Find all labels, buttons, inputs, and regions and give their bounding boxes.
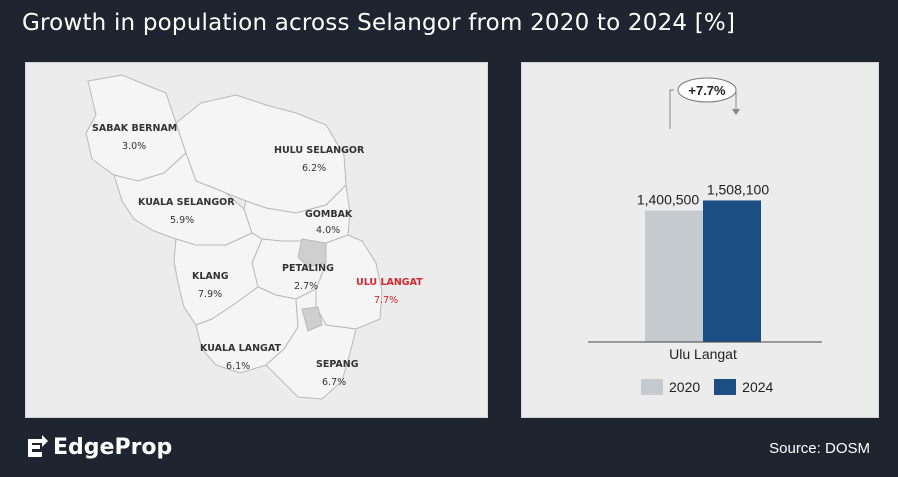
map-label-value: 3.0% xyxy=(122,141,146,152)
legend-label: 2024 xyxy=(742,379,774,395)
map-inner-shaded-2 xyxy=(301,306,323,332)
legend-item: 2024 xyxy=(714,379,773,395)
map-panel: SABAK BERNAM 3.0% HULU SELANGOR 6.2% KUA… xyxy=(25,62,488,418)
legend-label: 2020 xyxy=(669,379,701,395)
map-label-value: 6.1% xyxy=(226,361,250,372)
legend-item: 2020 xyxy=(641,379,700,395)
edgeprop-logo-text: EdgeProp xyxy=(53,434,173,460)
map-label-value: 2.7% xyxy=(294,281,318,292)
edgeprop-logo-icon xyxy=(28,435,48,457)
map-label-value: 6.7% xyxy=(322,377,346,388)
map-label-name: GOMBAK xyxy=(305,209,353,220)
source-note: Source: DOSM xyxy=(769,440,870,457)
map-label-name: KUALA LANGAT xyxy=(200,343,281,354)
map-label-value-highlight: 7.7% xyxy=(374,295,398,306)
map-label-name: KUALA SELANGOR xyxy=(138,197,235,208)
map-label-name: HULU SELANGOR xyxy=(274,145,365,156)
bar-2020 xyxy=(645,210,703,342)
edgeprop-logo: EdgeProp xyxy=(24,432,172,462)
legend-swatch xyxy=(641,379,663,395)
map-label-name: SABAK BERNAM xyxy=(92,123,177,134)
selangor-map: SABAK BERNAM 3.0% HULU SELANGOR 6.2% KUA… xyxy=(85,74,423,400)
annotation-arrowhead xyxy=(732,109,740,115)
map-label-value: 6.2% xyxy=(302,163,326,174)
map-label-name-highlight: ULU LANGAT xyxy=(356,277,423,288)
bar-2024 xyxy=(703,200,761,342)
map-inner-shaded xyxy=(297,238,327,268)
bar-data-label: 1,508,100 xyxy=(707,181,769,197)
map-label-value: 4.0% xyxy=(316,225,340,236)
category-label: Ulu Langat xyxy=(669,346,737,362)
map-label-value: 7.9% xyxy=(198,289,222,300)
bar-chart: 1,400,500 1,508,100 Ulu Langat +7.7% xyxy=(588,77,822,362)
annotation-label: +7.7% xyxy=(688,83,726,98)
page-title: Growth in population across Selangor fro… xyxy=(22,10,736,36)
chart-legend: 2020 2024 xyxy=(641,379,787,395)
annotation-connector-left xyxy=(669,89,674,129)
legend-swatch xyxy=(714,379,737,395)
bar-data-label: 1,400,500 xyxy=(637,192,699,208)
map-label-name: SEPANG xyxy=(316,359,359,370)
chart-panel: 1,400,500 1,508,100 Ulu Langat +7.7% 2020… xyxy=(521,62,879,418)
map-label-value: 5.9% xyxy=(170,215,194,226)
map-label-name: PETALING xyxy=(282,263,334,274)
map-label-name: KLANG xyxy=(192,271,229,282)
